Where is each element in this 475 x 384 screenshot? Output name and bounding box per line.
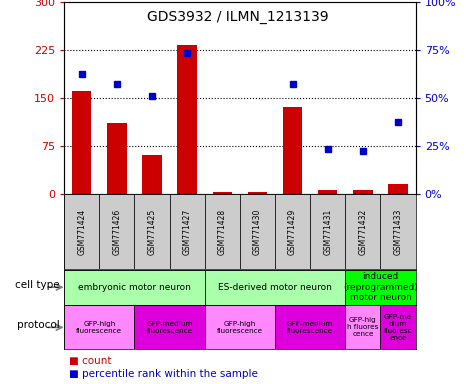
Bar (345, 305, 380, 349)
Text: GSM771430: GSM771430 (253, 209, 262, 255)
Bar (107, 123, 126, 194)
Text: embryonic motor neuron: embryonic motor neuron (78, 283, 191, 292)
Bar (275, 305, 345, 349)
Text: ES-derived motor neuron: ES-derived motor neuron (218, 283, 332, 292)
Bar (380, 305, 416, 349)
Text: cell type: cell type (15, 280, 59, 290)
Bar (170, 194, 205, 269)
Text: GSM771427: GSM771427 (183, 209, 191, 255)
Bar (275, 194, 310, 269)
Bar (205, 305, 275, 349)
Bar (240, 194, 275, 269)
Bar (310, 194, 345, 269)
Bar (142, 155, 162, 194)
Text: GSM771428: GSM771428 (218, 209, 227, 255)
Text: GSM771429: GSM771429 (288, 209, 297, 255)
Text: protocol: protocol (17, 320, 59, 331)
Text: GSM771433: GSM771433 (394, 209, 402, 255)
Bar (205, 194, 240, 269)
Text: GSM771431: GSM771431 (323, 209, 332, 255)
Bar (99, 194, 134, 269)
Text: GSM771432: GSM771432 (359, 209, 367, 255)
Text: GFP-high
fluorescence: GFP-high fluorescence (76, 321, 123, 334)
Bar (345, 194, 380, 269)
Bar (283, 107, 302, 194)
Bar (134, 194, 170, 269)
Text: GFP-medium
fluorescence: GFP-medium fluorescence (146, 321, 193, 334)
Text: ■ percentile rank within the sample: ■ percentile rank within the sample (69, 369, 258, 379)
Text: GFP-medium
fluorescence: GFP-medium fluorescence (287, 321, 333, 334)
Bar (380, 194, 416, 269)
Text: GSM771424: GSM771424 (77, 209, 86, 255)
Text: GSM771425: GSM771425 (148, 209, 156, 255)
Bar (205, 270, 345, 305)
Bar (389, 184, 408, 194)
Bar (178, 45, 197, 194)
Text: induced
(reprogrammed)
motor neuron: induced (reprogrammed) motor neuron (343, 272, 418, 302)
Bar (64, 194, 99, 269)
Bar (248, 192, 267, 194)
Text: GSM771426: GSM771426 (113, 209, 121, 255)
Text: GFP-hig
h fluores
cence: GFP-hig h fluores cence (347, 317, 379, 338)
Bar (64, 270, 205, 305)
Text: GDS3932 / ILMN_1213139: GDS3932 / ILMN_1213139 (147, 10, 328, 23)
Bar (353, 190, 372, 194)
Bar (213, 192, 232, 194)
Bar (345, 270, 416, 305)
Text: GFP-high
fluorescence: GFP-high fluorescence (217, 321, 263, 334)
Text: ■ count: ■ count (69, 356, 111, 366)
Bar (72, 91, 91, 194)
Bar (134, 305, 205, 349)
Text: GFP-me
dium
fluoresc
ence: GFP-me dium fluoresc ence (384, 314, 412, 341)
Bar (64, 305, 134, 349)
Bar (318, 190, 337, 194)
